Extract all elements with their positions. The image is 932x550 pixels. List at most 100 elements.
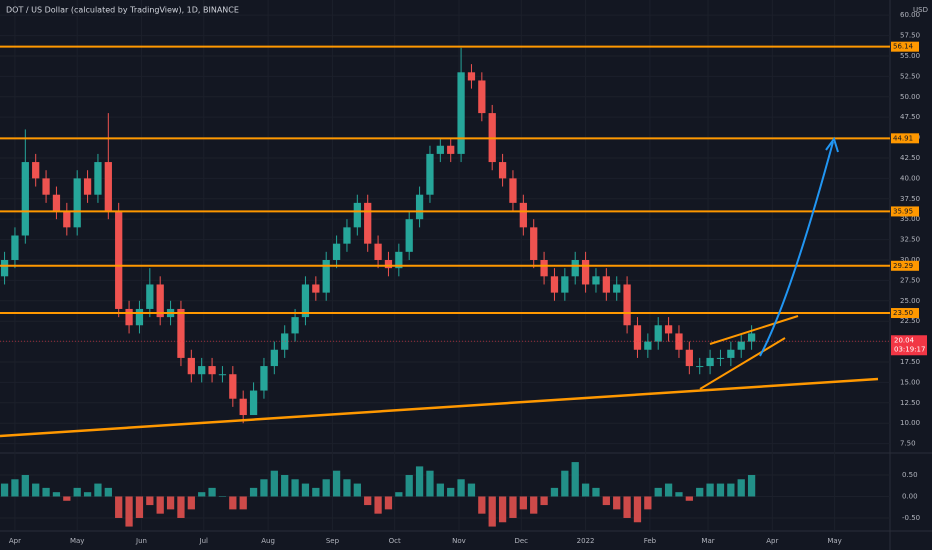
candle-body — [395, 251, 403, 269]
candle-body — [322, 259, 330, 293]
candle-body — [457, 72, 465, 154]
osc-bar — [146, 496, 154, 506]
candle-body — [644, 341, 652, 350]
y-tick-label: 30.00 — [900, 256, 920, 264]
osc-bar — [436, 483, 444, 497]
candle-body — [146, 284, 154, 309]
osc-bar — [208, 487, 216, 497]
osc-bar — [613, 496, 621, 510]
osc-bar — [737, 479, 745, 497]
candle-body — [519, 202, 527, 228]
x-tick-label: 2022 — [577, 537, 595, 545]
osc-bar — [509, 496, 517, 518]
candle-body — [229, 374, 237, 399]
osc-bar — [602, 496, 610, 506]
candle-body — [104, 162, 112, 212]
osc-bar — [156, 496, 164, 514]
y-tick-label: 60.00 — [900, 11, 920, 19]
candle-body — [343, 227, 351, 244]
countdown-label: 03:19:17 — [894, 345, 925, 353]
last-price-label: 20.04 — [894, 336, 915, 344]
wedge-lower — [699, 337, 786, 390]
candle-body — [177, 308, 185, 358]
y-tick-label: 42.50 — [900, 154, 920, 162]
osc-bar — [405, 474, 413, 497]
osc-bar — [550, 487, 559, 497]
osc-bar — [229, 496, 237, 510]
osc-bar — [332, 470, 341, 497]
osc-bar — [166, 496, 175, 510]
candle-body — [467, 72, 476, 81]
level-label: 44.91 — [893, 134, 913, 142]
osc-bar — [270, 470, 278, 497]
x-tick-label: Jun — [135, 537, 147, 545]
level-label: 23.50 — [893, 309, 913, 317]
candle-body — [249, 390, 258, 416]
x-tick-label: Mar — [701, 537, 714, 545]
osc-bar — [654, 487, 662, 497]
osc-bar — [706, 483, 714, 497]
candle-body — [737, 341, 745, 350]
osc-bar — [747, 474, 756, 497]
osc-bar — [52, 492, 61, 497]
osc-bar — [322, 479, 330, 497]
osc-bar — [519, 496, 527, 510]
osc-bar — [260, 479, 268, 497]
candle-body — [364, 202, 372, 244]
candle-body — [436, 145, 444, 154]
y-tick-label: 47.50 — [900, 113, 920, 121]
osc-bar — [581, 483, 590, 497]
osc-bar — [447, 487, 455, 497]
osc-bar — [73, 487, 81, 497]
osc-bar — [488, 496, 496, 527]
osc-bar — [249, 487, 258, 497]
candle-body — [550, 276, 559, 293]
candle-body — [747, 333, 756, 342]
x-tick-label: Oct — [389, 537, 401, 545]
osc-bar — [83, 492, 92, 497]
candle-body — [685, 349, 693, 367]
osc-bar — [530, 496, 538, 514]
candle-body — [509, 178, 517, 203]
candle-body — [706, 357, 714, 367]
osc-bar — [478, 496, 486, 514]
y-tick-label: 40.00 — [900, 174, 920, 182]
osc-bar — [592, 487, 600, 497]
x-tick-label: Jul — [199, 537, 209, 545]
x-tick-label: Sep — [326, 537, 340, 545]
candle-body — [281, 333, 289, 350]
x-tick-label: Dec — [514, 537, 528, 545]
osc-tick-label: 0.50 — [902, 471, 918, 479]
support-trendline — [0, 377, 879, 438]
osc-bar — [395, 492, 403, 497]
osc-bar — [384, 496, 393, 510]
candle-body — [478, 80, 486, 114]
candle-body — [405, 219, 413, 252]
candle-body — [530, 227, 538, 260]
osc-bar — [42, 487, 50, 497]
x-tick-label: May — [70, 537, 84, 545]
chart-title: DOT / US Dollar (calculated by TradingVi… — [6, 6, 239, 15]
candle-body — [218, 374, 227, 376]
candle-body — [94, 162, 102, 195]
y-tick-label: 7.50 — [900, 440, 916, 448]
x-tick-label: Nov — [452, 537, 466, 545]
osc-bar — [457, 479, 465, 497]
osc-bar — [239, 496, 247, 510]
level-label: 35.95 — [893, 207, 913, 215]
candle-body — [633, 325, 642, 350]
y-tick-label: 10.00 — [900, 419, 920, 427]
osc-bar — [104, 487, 112, 497]
osc-bar — [727, 483, 735, 497]
osc-bar — [63, 496, 71, 501]
level-label-box — [891, 133, 919, 144]
candle-body — [664, 325, 673, 334]
x-tick-label: Apr — [766, 537, 778, 545]
y-tick-label: 25.00 — [900, 297, 920, 305]
candle-body — [696, 366, 704, 368]
candle-body — [426, 153, 434, 195]
x-tick-label: Feb — [644, 537, 657, 545]
osc-bar — [291, 479, 299, 497]
candle-body — [301, 284, 310, 318]
candle-body — [0, 259, 9, 277]
